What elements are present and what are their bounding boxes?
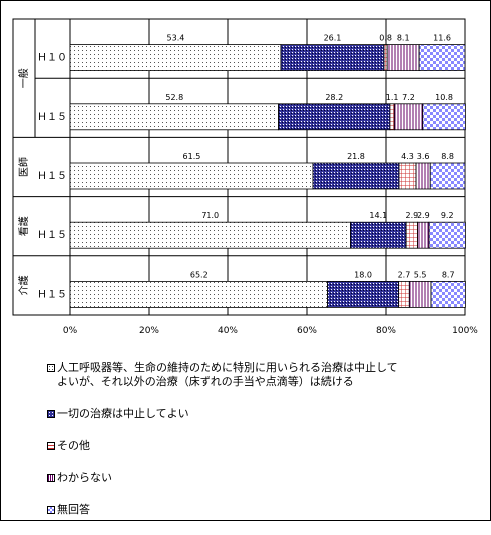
data-label: 14.1 — [369, 211, 387, 220]
bar-segment — [327, 280, 400, 308]
legend-label: わからない — [57, 471, 112, 484]
legend-item: 一切の治療は中止してよい — [47, 407, 467, 421]
category-label: Ｈ１５ — [37, 289, 67, 300]
legend-swatch — [47, 410, 55, 418]
group-label: 看護 — [17, 216, 30, 236]
bar-segment — [422, 103, 466, 131]
group-label: 医師 — [17, 157, 30, 177]
category-label: Ｈ１５ — [37, 230, 67, 241]
data-label: 4.3 — [401, 152, 414, 161]
data-label: 65.2 — [190, 270, 208, 279]
data-label: 7.2 — [402, 93, 415, 102]
bar-segment — [429, 162, 466, 190]
x-tick-label: 40% — [218, 326, 238, 336]
bar-segment — [417, 221, 430, 249]
bar-segment — [398, 280, 410, 308]
data-label: 1.1 — [386, 93, 399, 102]
data-label: 2.7 — [398, 270, 411, 279]
data-label: 53.4 — [167, 34, 185, 43]
category-label: Ｈ１０ — [37, 53, 67, 64]
data-label: 11.6 — [433, 34, 451, 43]
bar-segment — [386, 44, 420, 71]
data-label: 28.2 — [325, 93, 343, 102]
bar-segment — [430, 280, 466, 308]
x-tick-label: 20% — [139, 326, 159, 336]
bar-segment — [405, 221, 418, 249]
data-label: 18.0 — [354, 270, 372, 279]
bar-segment — [312, 162, 400, 190]
bar-segment — [408, 280, 432, 308]
data-label: 2.9 — [406, 211, 419, 220]
bar-segment — [280, 44, 385, 71]
legend-swatch — [47, 474, 55, 482]
data-label: 26.1 — [324, 34, 342, 43]
x-tick-label: 0% — [63, 326, 78, 336]
bar-segment — [69, 44, 282, 71]
legend-item: 人工呼吸器等、生命の維持のために特別に用いられる治療は中止して よいが、それ以外… — [47, 361, 467, 389]
bar-segment — [418, 44, 466, 71]
bar-segment — [393, 103, 424, 131]
legend-item: わからない — [47, 471, 467, 485]
data-label: 10.8 — [435, 93, 453, 102]
group-label: 一般 — [17, 68, 30, 88]
data-label: 52.8 — [165, 93, 183, 102]
legend-label: 人工呼吸器等、生命の維持のために特別に用いられる治療は中止して よいが、それ以外… — [57, 361, 398, 388]
bar-segment — [350, 221, 407, 249]
x-tick-label: 100% — [452, 326, 478, 336]
data-label: 0.8 — [379, 34, 392, 43]
bar-segment — [69, 221, 351, 249]
data-label: 8.7 — [442, 270, 455, 279]
legend-swatch — [47, 442, 55, 450]
legend-swatch — [47, 506, 55, 514]
group-label: 介護 — [17, 275, 30, 295]
data-label: 21.8 — [347, 152, 365, 161]
legend-label: 一切の治療は中止してよい — [57, 407, 189, 420]
category-label: Ｈ１５ — [37, 112, 67, 123]
bar-segment — [398, 162, 417, 190]
data-label: 3.6 — [417, 152, 430, 161]
legend: 人工呼吸器等、生命の維持のために特別に用いられる治療は中止して よいが、それ以外… — [47, 361, 467, 535]
data-label: 61.5 — [183, 152, 201, 161]
data-label: 71.0 — [201, 211, 219, 220]
bar-segment — [69, 280, 328, 308]
legend-item: その他 — [47, 439, 467, 453]
bar-segment — [69, 103, 279, 131]
data-label: 9.2 — [441, 211, 454, 220]
x-tick-label: 80% — [376, 326, 396, 336]
legend-item: 無回答 — [47, 503, 467, 517]
bar-segment — [278, 103, 391, 131]
category-label: Ｈ１５ — [37, 171, 67, 182]
bar-segment — [383, 44, 388, 71]
data-label: 2.9 — [417, 211, 430, 220]
bar-segment — [389, 103, 395, 131]
bar-segment — [415, 162, 431, 190]
legend-label: その他 — [57, 439, 90, 452]
data-label: 8.8 — [441, 152, 454, 161]
bar-segment — [428, 221, 466, 249]
chart-frame: 0% 20% 40% 60% 80% 100% 一般医師看護介護 Ｈ１０ Ｈ１５ Ｈ１５ Ｈ１５ Ｈ１… — [0, 0, 491, 521]
legend-label: 無回答 — [57, 503, 90, 516]
x-tick-label: 60% — [297, 326, 317, 336]
bar-segment — [69, 162, 314, 190]
data-label: 5.5 — [414, 270, 427, 279]
data-label: 8.1 — [397, 34, 410, 43]
legend-swatch — [47, 364, 55, 372]
